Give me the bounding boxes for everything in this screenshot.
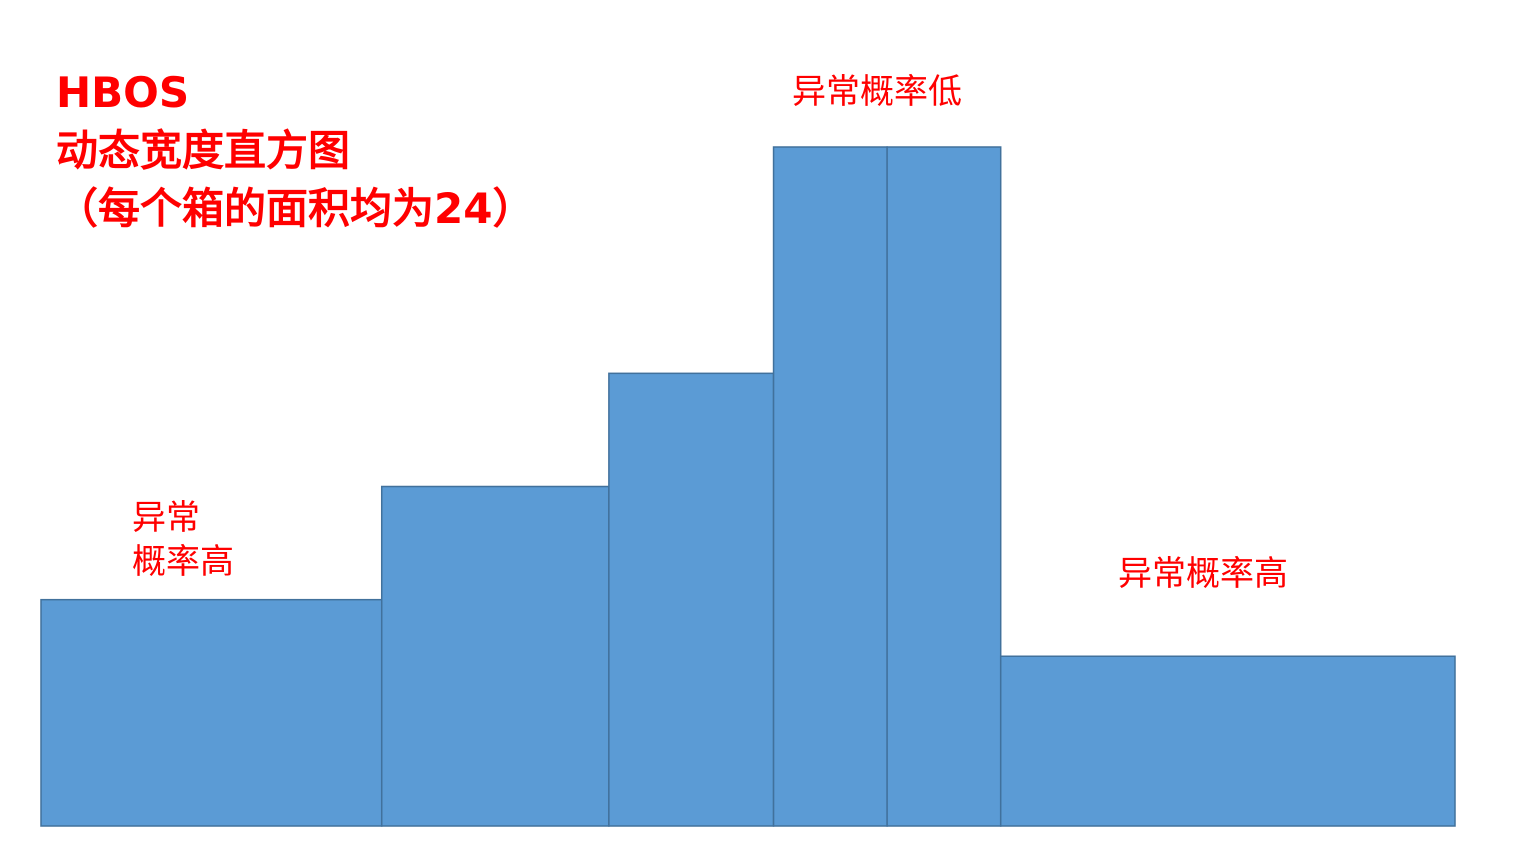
histogram-bin-6 — [999, 655, 1456, 827]
histogram-bin-5 — [886, 146, 1002, 827]
annotation-left-line-2: 概率高 — [132, 542, 234, 582]
histogram-bin-3 — [608, 372, 775, 827]
annotation-top: 异常概率低 — [792, 72, 962, 112]
histogram-bin-1 — [40, 598, 383, 827]
annotation-left-line-1: 异常 — [132, 498, 200, 538]
histogram-bin-4 — [772, 146, 888, 827]
histogram-bin-2 — [380, 485, 610, 827]
title-line-2: 动态宽度直方图 — [56, 126, 351, 175]
title-line-3: （每个箱的面积均为24） — [56, 184, 535, 233]
annotation-right: 异常概率高 — [1118, 554, 1288, 594]
diagram-title: HBOS 动态宽度直方图 （每个箱的面积均为24） — [56, 64, 534, 238]
annotation-left: 异常 概率高 — [132, 496, 234, 584]
title-line-1: HBOS — [56, 68, 190, 117]
